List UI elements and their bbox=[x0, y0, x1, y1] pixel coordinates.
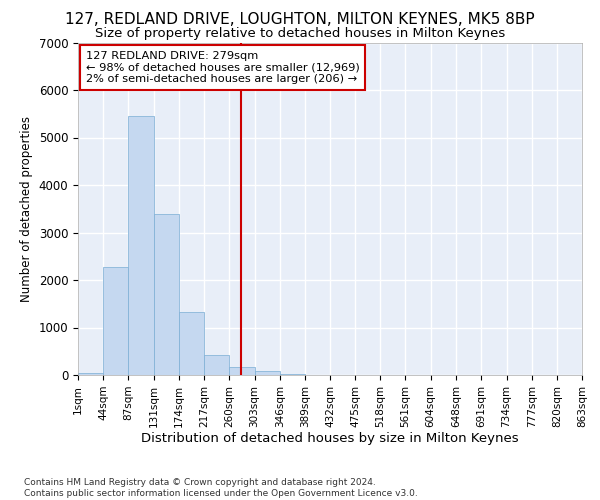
Bar bbox=[204, 354, 229, 375]
Bar bbox=[103, 267, 128, 375]
Bar bbox=[229, 368, 254, 375]
Text: 127 REDLAND DRIVE: 279sqm
← 98% of detached houses are smaller (12,969)
2% of se: 127 REDLAND DRIVE: 279sqm ← 98% of detac… bbox=[86, 51, 359, 84]
Bar bbox=[78, 372, 103, 375]
X-axis label: Distribution of detached houses by size in Milton Keynes: Distribution of detached houses by size … bbox=[141, 432, 519, 446]
Text: Contains HM Land Registry data © Crown copyright and database right 2024.
Contai: Contains HM Land Registry data © Crown c… bbox=[24, 478, 418, 498]
Y-axis label: Number of detached properties: Number of detached properties bbox=[20, 116, 33, 302]
Bar bbox=[280, 374, 305, 375]
Bar bbox=[254, 371, 280, 375]
Text: Size of property relative to detached houses in Milton Keynes: Size of property relative to detached ho… bbox=[95, 28, 505, 40]
Bar bbox=[179, 312, 204, 375]
Bar bbox=[154, 214, 179, 375]
Bar bbox=[128, 116, 154, 375]
Text: 127, REDLAND DRIVE, LOUGHTON, MILTON KEYNES, MK5 8BP: 127, REDLAND DRIVE, LOUGHTON, MILTON KEY… bbox=[65, 12, 535, 28]
